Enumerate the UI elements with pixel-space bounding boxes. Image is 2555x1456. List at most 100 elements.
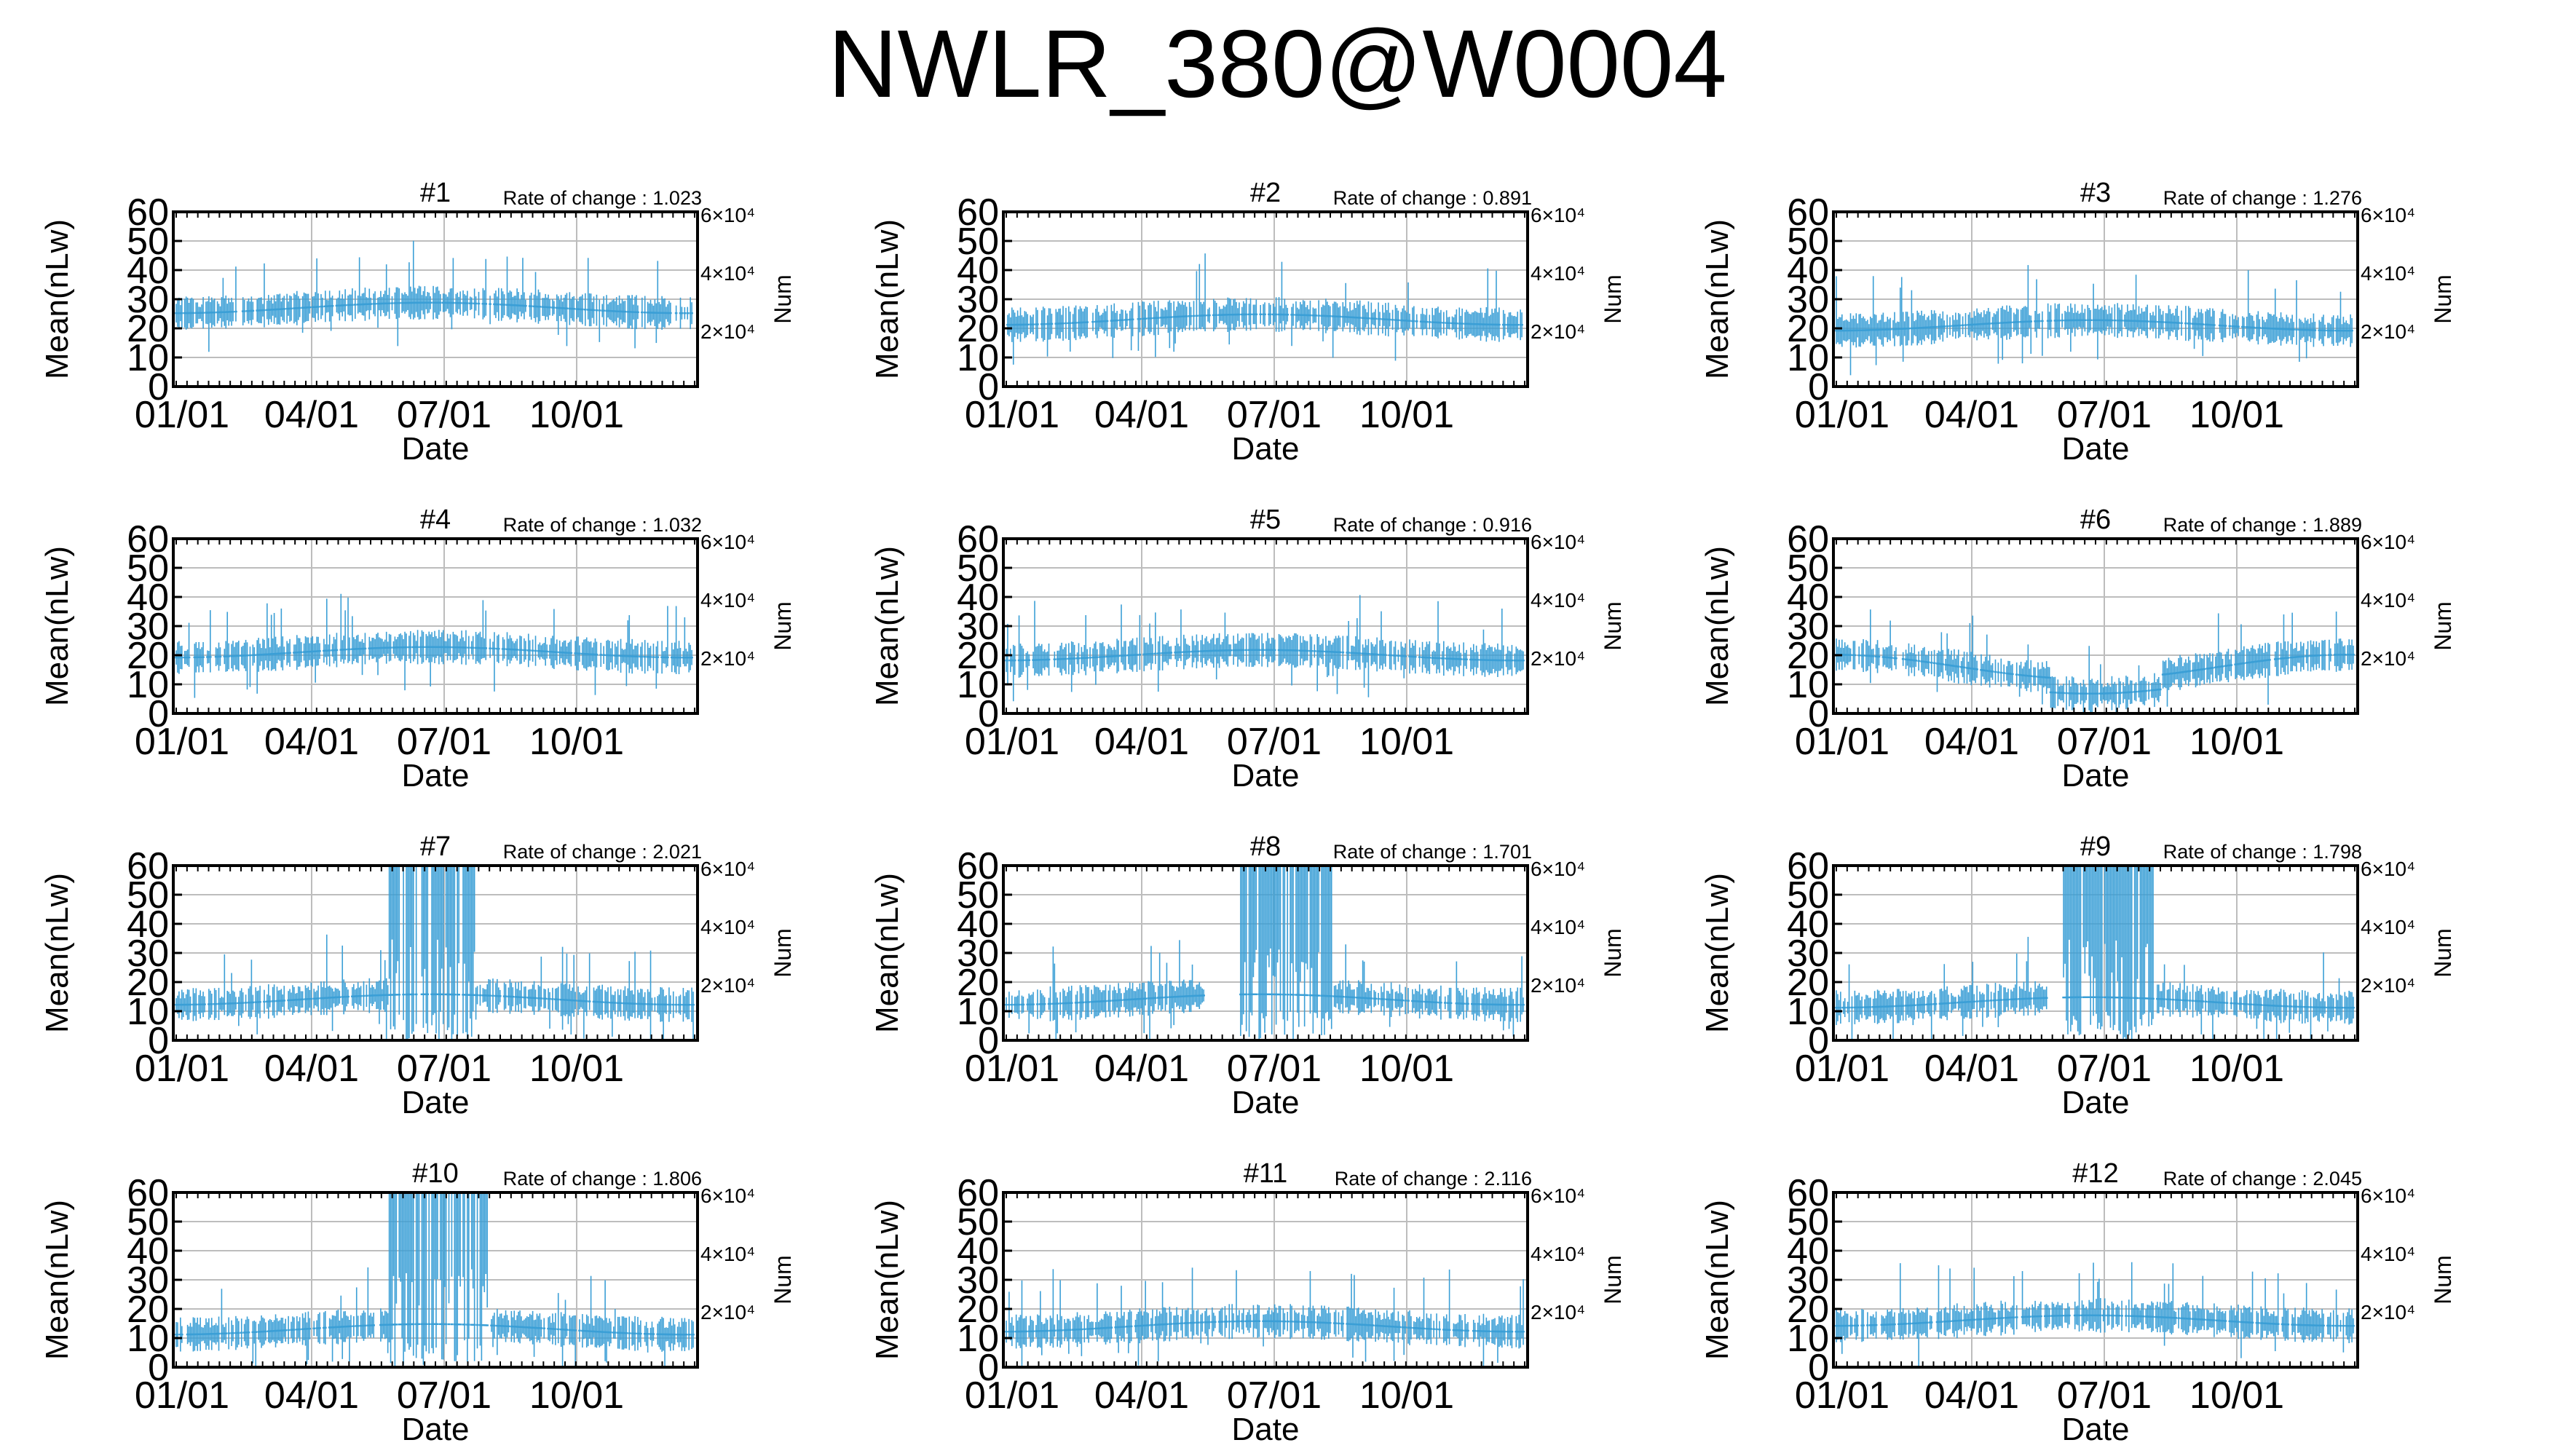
data-point: [1986, 670, 1990, 672]
data-point: [338, 304, 341, 306]
data-point: [554, 998, 557, 1000]
data-point: [1388, 318, 1391, 321]
data-point: [2246, 326, 2250, 328]
page-title: NWLR_380@W0004: [0, 6, 2555, 122]
data-point: [2171, 672, 2175, 675]
data-point: [432, 993, 435, 996]
data-point: [1094, 656, 1097, 659]
data-point: [1068, 322, 1072, 324]
data-point: [1093, 656, 1096, 659]
data-point: [1292, 649, 1295, 652]
data-point: [183, 1003, 186, 1006]
data-point: [643, 1003, 647, 1005]
data-point: [2195, 669, 2199, 671]
data-point: [202, 656, 205, 658]
data-point: [1461, 323, 1464, 325]
data-point: [497, 647, 500, 650]
data-point: [1086, 321, 1089, 323]
data-point: [1077, 657, 1081, 660]
right-axis-label: Num: [1600, 601, 1626, 651]
data-point: [285, 652, 288, 654]
data-point: [1091, 320, 1094, 323]
data-point: [2101, 319, 2105, 322]
data-point: [2219, 665, 2223, 668]
data-point: [2089, 319, 2092, 322]
data-point: [217, 655, 221, 658]
data-point: [296, 998, 300, 1001]
data-point: [2019, 674, 2023, 676]
data-point: [1135, 654, 1139, 656]
data-point: [468, 302, 472, 304]
data-point: [2261, 660, 2264, 662]
data-point: [449, 993, 452, 996]
data-point: [1295, 314, 1298, 316]
data-point: [556, 306, 560, 309]
data-point: [1835, 329, 1838, 332]
data-point: [2194, 669, 2197, 671]
data-point: [2347, 330, 2350, 332]
data-point: [1852, 654, 1855, 657]
data-point: [2133, 691, 2136, 693]
data-point: [471, 994, 475, 996]
data-point: [1983, 323, 1986, 325]
right-tick-label: 6×10⁴: [2361, 531, 2415, 553]
data-point: [281, 1000, 285, 1002]
data-point: [382, 994, 385, 997]
data-point: [216, 655, 219, 658]
data-point: [1841, 329, 1844, 332]
data-point: [1091, 656, 1094, 659]
data-point: [2184, 670, 2187, 673]
data-point: [241, 310, 245, 312]
data-point: [2302, 655, 2305, 657]
data-point: [1472, 658, 1475, 661]
data-point: [2241, 662, 2244, 665]
data-point: [1892, 328, 1895, 331]
data-point: [484, 647, 488, 649]
data-point: [1121, 319, 1124, 321]
data-point: [1148, 317, 1151, 320]
data-point: [605, 1001, 608, 1004]
data-point: [633, 1002, 636, 1005]
data-point: [612, 1002, 615, 1004]
data-point: [1301, 314, 1305, 316]
panel-title: #5: [1250, 505, 1281, 535]
data-point: [324, 649, 327, 652]
data-point: [1144, 653, 1147, 655]
data-point: [1235, 313, 1238, 316]
data-point: [1011, 323, 1014, 326]
data-point: [272, 309, 276, 311]
data-point: [589, 309, 593, 311]
data-point: [2249, 661, 2253, 663]
data-point: [1961, 324, 1964, 326]
data-point: [511, 995, 515, 998]
data-point: [1256, 649, 1260, 652]
data-point: [1046, 323, 1049, 325]
data-point: [1164, 652, 1167, 654]
data-point: [2088, 319, 2091, 322]
data-point: [545, 306, 548, 309]
data-point: [2191, 670, 2195, 672]
data-point: [1501, 323, 1505, 326]
data-point: [432, 646, 435, 649]
data-point: [605, 654, 608, 657]
data-point: [1464, 658, 1466, 660]
data-point: [2168, 321, 2172, 324]
data-point: [353, 995, 357, 997]
data-point: [2221, 325, 2224, 327]
data-point: [1975, 668, 1978, 670]
data-point: [636, 655, 639, 658]
data-point: [620, 310, 624, 313]
data-point: [1142, 317, 1146, 320]
data-point: [2292, 656, 2295, 659]
data-point: [304, 306, 307, 309]
data-point: [1185, 651, 1188, 653]
x-tick-label: 07/01: [2057, 721, 2152, 763]
data-point: [2256, 327, 2260, 329]
x-tick-label: 04/01: [264, 721, 359, 763]
data-point: [1989, 670, 1993, 673]
data-point: [321, 997, 324, 1000]
data-point: [1510, 659, 1514, 662]
data-point: [638, 1002, 641, 1005]
data-point: [302, 651, 306, 653]
data-point: [296, 307, 299, 309]
